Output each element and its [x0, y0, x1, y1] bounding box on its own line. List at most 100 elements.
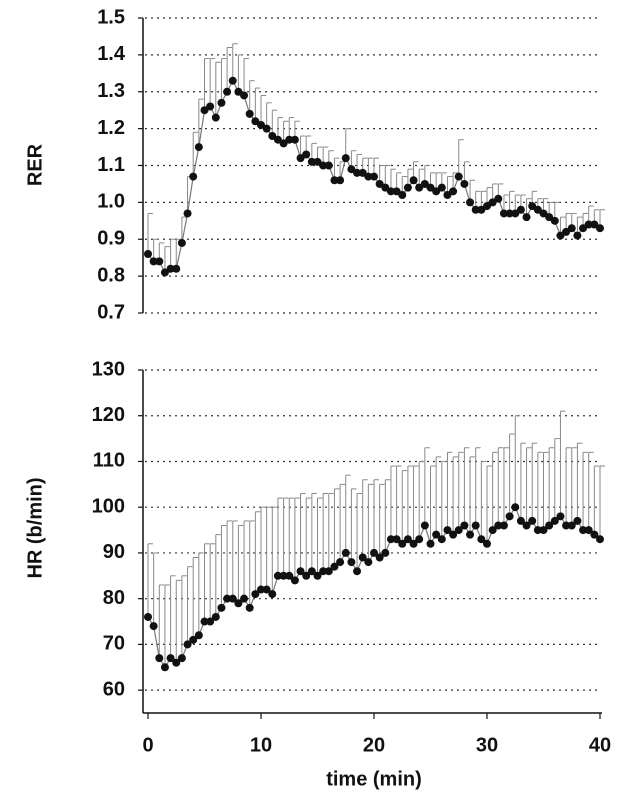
data-point — [370, 172, 378, 181]
data-point — [172, 658, 181, 667]
data-point — [403, 183, 412, 192]
data-point — [200, 106, 209, 115]
data-point — [324, 567, 333, 576]
x-tick-label: 20 — [363, 734, 385, 756]
data-point — [341, 154, 350, 163]
y-tick-label: 1.4 — [97, 43, 126, 65]
data-point — [251, 590, 260, 599]
y-tick-label: 130 — [92, 358, 125, 380]
data-point — [353, 567, 362, 576]
data-point — [324, 161, 333, 170]
data-point — [217, 603, 226, 612]
data-point — [290, 576, 299, 585]
data-point — [494, 521, 503, 530]
data-point — [296, 567, 305, 576]
data-point — [466, 530, 475, 539]
data-point — [189, 172, 198, 181]
data-point — [590, 530, 599, 539]
y-tick-label: 80 — [103, 587, 125, 609]
y-tick-label: 1.3 — [97, 80, 125, 102]
data-point — [533, 205, 542, 214]
data-point — [449, 530, 458, 539]
x-tick-label: 0 — [142, 734, 153, 756]
data-point — [545, 213, 554, 222]
data-point — [516, 516, 525, 525]
y-tick-label: 120 — [92, 404, 125, 426]
data-point — [533, 526, 542, 535]
data-point — [381, 548, 390, 557]
data-point — [211, 113, 220, 122]
data-point — [160, 268, 169, 277]
data-point — [567, 521, 576, 530]
data-point — [257, 120, 265, 129]
data-point — [358, 553, 367, 562]
data-point — [296, 154, 305, 163]
data-point — [307, 567, 316, 576]
data-point — [539, 526, 548, 535]
data-point — [245, 603, 254, 612]
data-point — [279, 139, 288, 148]
data-point — [189, 635, 198, 644]
data-point — [386, 535, 395, 544]
data-point — [268, 590, 277, 599]
x-axis-label: time (min) — [326, 768, 422, 790]
data-point — [307, 157, 316, 166]
data-point — [420, 521, 429, 530]
data-point — [245, 109, 254, 118]
data-point — [144, 612, 152, 621]
data-point — [155, 257, 164, 266]
y-tick-label: 100 — [92, 495, 125, 517]
data-point — [257, 585, 265, 594]
data-point — [177, 238, 186, 247]
data-point — [370, 548, 378, 557]
data-point — [432, 530, 441, 539]
data-point — [155, 654, 164, 663]
data-point — [194, 143, 203, 152]
data-point — [149, 257, 158, 266]
data-point — [584, 220, 593, 229]
data-point — [319, 567, 328, 576]
data-point — [330, 562, 339, 571]
data-point — [573, 516, 582, 525]
data-point — [194, 631, 203, 640]
data-point — [471, 205, 480, 214]
y-tick-label: 1.0 — [97, 191, 125, 213]
data-point — [460, 179, 469, 188]
data-point — [268, 132, 277, 140]
data-point — [409, 539, 418, 548]
data-point — [364, 172, 373, 181]
data-point — [398, 539, 407, 548]
data-point — [562, 521, 571, 530]
data-point — [454, 172, 463, 181]
data-point — [347, 165, 356, 174]
y-tick-label: 70 — [103, 633, 125, 655]
data-point — [177, 654, 186, 663]
data-point — [273, 135, 282, 144]
data-point — [556, 231, 565, 240]
data-point — [567, 224, 576, 233]
data-point — [364, 558, 373, 567]
data-point — [415, 535, 424, 544]
data-point — [341, 548, 350, 557]
data-point — [550, 216, 559, 225]
data-point — [392, 187, 401, 196]
data-point — [166, 264, 175, 273]
data-point — [432, 187, 441, 196]
y-tick-label: 1.2 — [97, 117, 125, 139]
data-point — [251, 117, 260, 126]
data-point — [206, 102, 215, 111]
data-point — [499, 521, 508, 530]
data-point — [477, 535, 486, 544]
data-point — [437, 535, 446, 544]
y-tick-label: 60 — [103, 678, 125, 700]
data-point — [415, 183, 424, 192]
y-tick-label: 90 — [103, 541, 125, 563]
data-point — [579, 224, 588, 233]
y-axis-label: HR (b/min) — [24, 477, 46, 578]
data-point — [211, 612, 220, 621]
data-point — [499, 209, 508, 218]
data-point — [234, 599, 243, 608]
data-point — [183, 209, 192, 218]
y-axis-label: RER — [24, 143, 46, 186]
